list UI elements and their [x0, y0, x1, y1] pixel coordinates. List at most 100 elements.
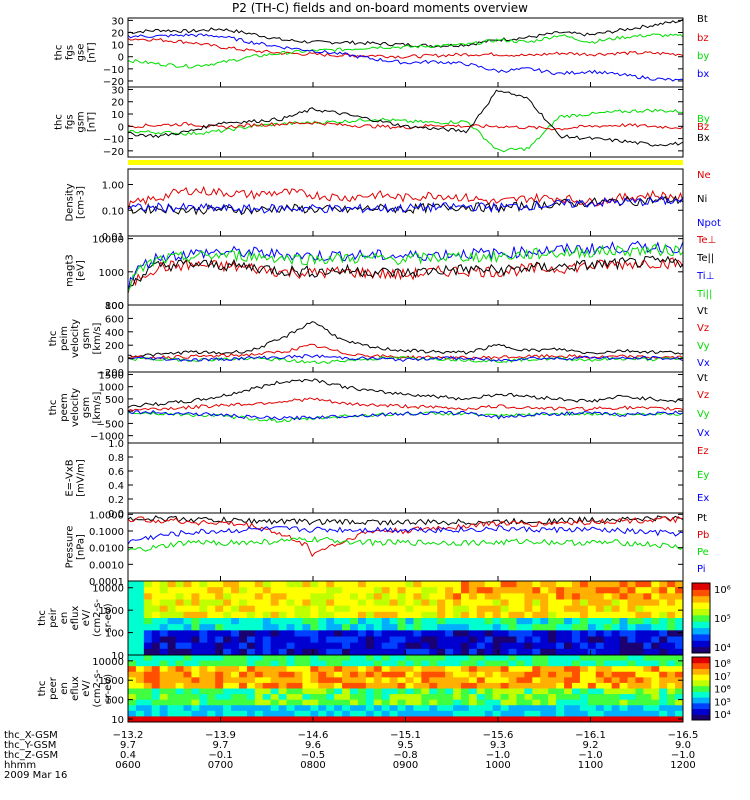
legend-label: Bt	[697, 14, 708, 25]
spectrogram-cell	[421, 605, 430, 613]
spectrogram-cell	[540, 593, 549, 600]
spectrogram-cell	[183, 682, 192, 689]
spectrogram-cell	[556, 648, 565, 656]
spectrogram-cell	[445, 660, 454, 667]
spectrogram-cell	[199, 660, 208, 667]
spectrogram-cell	[151, 699, 161, 706]
spectrogram-cell	[135, 699, 145, 706]
spectrogram-cell	[619, 716, 628, 723]
spectrogram-cell	[556, 666, 565, 673]
spectrogram-cell	[675, 705, 684, 712]
spectrogram-cell	[429, 705, 438, 712]
series-line-te	[127, 255, 684, 288]
spectrogram-cell	[651, 710, 660, 717]
spectrogram-cell	[342, 648, 351, 656]
spectrogram-cell	[635, 581, 644, 588]
spectrogram-cell	[246, 694, 256, 701]
spectrogram-cell	[635, 666, 644, 673]
spectrogram-cell	[135, 642, 145, 650]
spectrogram-cell	[262, 636, 272, 644]
spectrogram-cell	[223, 716, 232, 723]
spectrogram-cell	[365, 599, 375, 607]
spectrogram-cell	[659, 677, 668, 684]
spectrogram-cell	[429, 699, 438, 706]
spectrogram-cell	[389, 655, 399, 662]
spectrogram-cell	[350, 648, 359, 656]
spectrogram-cell	[342, 710, 351, 717]
spectrogram-cell	[579, 688, 589, 695]
spectrogram-cell	[318, 648, 327, 656]
spectrogram-cell	[635, 682, 644, 689]
spectrogram-cell	[437, 655, 446, 662]
spectrogram-cell	[381, 630, 391, 637]
spectrogram-cell	[135, 688, 145, 695]
spectrogram-cell	[421, 581, 430, 588]
spectrogram-cell	[231, 699, 240, 706]
spectrogram-cell	[246, 688, 256, 695]
spectrogram-cell	[199, 599, 208, 607]
spectrogram-cell	[468, 710, 478, 717]
spectrogram-cell	[579, 666, 589, 673]
y-axis-label: en	[59, 682, 70, 695]
spectrogram-cell	[429, 648, 438, 656]
spectrogram-cell	[334, 716, 343, 723]
spectrogram-cell	[365, 716, 375, 723]
spectrogram-cell	[595, 611, 605, 619]
spectrogram-cell	[579, 636, 589, 644]
spectrogram-cell	[619, 655, 628, 662]
x-axis-value: 0600	[115, 760, 140, 771]
spectrogram-cell	[294, 605, 303, 613]
spectrogram-cell	[239, 642, 248, 650]
spectrogram-cell	[199, 677, 208, 684]
spectrogram-cell	[651, 682, 660, 689]
spectrogram-cell	[659, 630, 668, 637]
spectrogram-cell	[508, 677, 517, 684]
spectrogram-cell	[334, 648, 343, 656]
spectrogram-cell	[651, 688, 660, 695]
spectrogram-cell	[310, 599, 319, 607]
spectrogram-cell	[476, 624, 486, 631]
spectrogram-cell	[659, 611, 668, 619]
spectrogram-cell	[207, 694, 216, 701]
spectrogram-cell	[231, 642, 240, 650]
spectrogram-cell	[357, 593, 367, 600]
spectrogram-cell	[484, 688, 494, 695]
spectrogram-cell	[484, 611, 494, 619]
y-tick-label: 0	[118, 122, 124, 133]
y-axis-label: [km/s]	[92, 322, 103, 354]
spectrogram-cell	[445, 636, 454, 644]
spectrogram-cell	[643, 605, 652, 613]
spectrogram-cell	[667, 636, 676, 644]
spectrogram-cell	[389, 624, 399, 631]
spectrogram-cell	[183, 671, 192, 678]
spectrogram-cell	[421, 624, 430, 631]
spectrogram-cell	[627, 699, 636, 706]
spectrogram-cell	[143, 618, 153, 625]
spectrogram-cell	[659, 710, 668, 717]
spectrogram-cell	[326, 599, 335, 607]
spectrogram-cell	[556, 677, 565, 684]
spectrogram-cell	[603, 605, 613, 613]
spectrogram-cell	[508, 636, 517, 644]
spectrogram-cell	[556, 694, 565, 701]
spectrogram-cell	[350, 666, 359, 673]
y-axis-label: peem	[59, 393, 70, 421]
y-tick-label: 10	[111, 41, 124, 52]
spectrogram-cell	[381, 716, 391, 723]
y-axis-label: [nT]	[87, 42, 98, 62]
spectrogram-cell	[191, 593, 200, 600]
spectrogram-cell	[175, 587, 184, 594]
spectrogram-cell	[151, 636, 161, 644]
y-tick-label: 20	[111, 98, 124, 109]
x-axis-value: 9.5	[398, 740, 414, 751]
spectrogram-cell	[667, 671, 676, 678]
spectrogram-cell	[484, 699, 494, 706]
spectrogram-cell	[342, 605, 351, 613]
spectrogram-cell	[556, 710, 565, 717]
y-axis-label: fgs	[65, 45, 76, 60]
spectrogram-cell	[461, 682, 470, 689]
series-line-vt	[127, 378, 684, 409]
spectrogram-cell	[294, 671, 303, 678]
spectrogram-cell	[461, 599, 470, 607]
spectrogram-cell	[564, 648, 573, 656]
